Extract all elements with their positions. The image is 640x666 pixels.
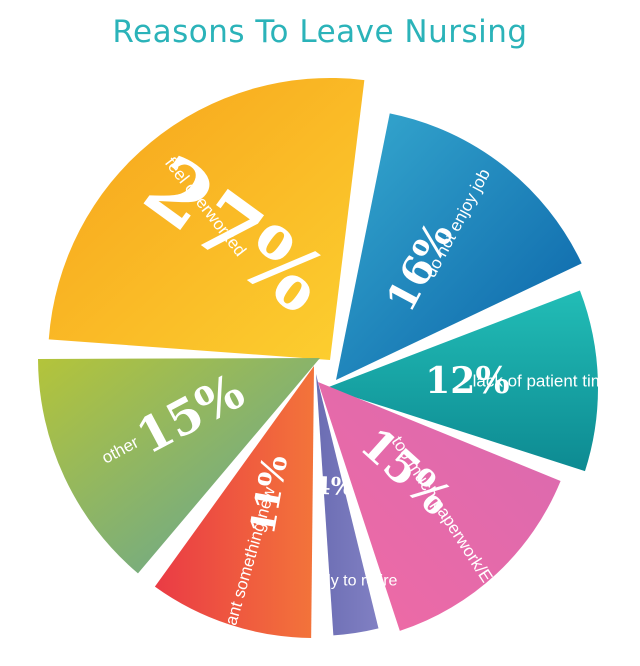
pie-slice-ready-to-retire: [316, 374, 379, 636]
slice-percent-label: 12%: [425, 360, 509, 402]
pie-slice-want-something-new: [154, 366, 314, 638]
pie-slice-too-much-paperwork-ehrs: [318, 382, 561, 631]
chart-title: Reasons To Leave Nursing: [112, 14, 528, 50]
slice-category-label: lack of patient time: [473, 371, 615, 390]
pie-slice-other: [38, 358, 321, 574]
pie-slice-lack-of-patient-time: [326, 290, 598, 472]
slice-percent-label: 4%: [313, 471, 354, 501]
slice-category-label: ready to retire: [299, 572, 398, 589]
pie-slice-do-not-enjoy-job: [336, 113, 582, 380]
pie-slice-feel-overworked: [48, 77, 365, 360]
